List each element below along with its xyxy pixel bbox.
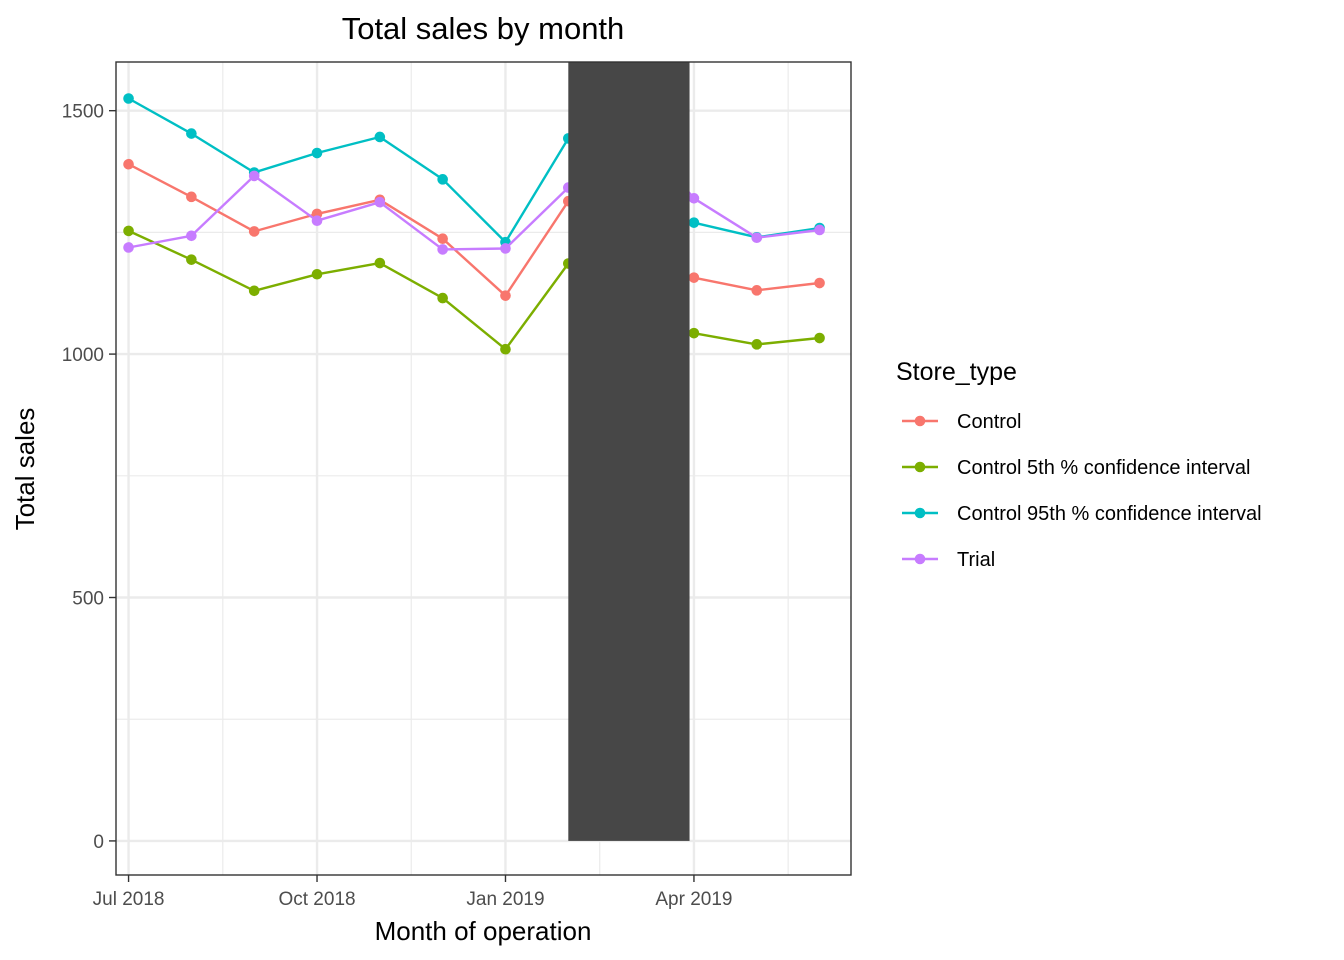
x-axis-title: Month of operation <box>375 916 592 946</box>
legend-key-point <box>914 553 926 565</box>
data-point <box>123 225 134 237</box>
series-line-4 <box>128 124 820 251</box>
y-tick-label: 0 <box>93 832 104 853</box>
data-point <box>814 277 825 289</box>
legend-label: Control 95th % confidence interval <box>957 503 1262 525</box>
data-point <box>688 272 700 283</box>
data-point <box>186 191 197 203</box>
y-tick-label: 1000 <box>62 345 104 366</box>
data-point <box>751 232 763 244</box>
data-point <box>814 332 825 344</box>
x-tick-label: Oct 2018 <box>278 889 355 910</box>
legend-label: Control <box>957 411 1021 433</box>
data-point <box>688 193 700 204</box>
series-line-1 <box>128 163 820 297</box>
data-point <box>311 147 323 159</box>
data-point <box>123 242 134 253</box>
data-point <box>751 339 763 350</box>
data-point <box>123 93 134 104</box>
data-point <box>186 254 197 265</box>
data-point <box>186 128 197 139</box>
data-point <box>437 292 448 304</box>
data-point <box>248 226 260 237</box>
data-point <box>688 217 700 228</box>
x-tick-label: Apr 2019 <box>655 889 732 910</box>
series-line-2 <box>128 229 820 351</box>
legend-key-point <box>914 415 926 427</box>
panel-border <box>115 61 852 876</box>
legend-key-point <box>914 507 926 519</box>
data-point <box>437 233 448 245</box>
series-line-3 <box>128 97 820 244</box>
y-axis: 0 500 1000 1500 <box>62 102 116 853</box>
data-point <box>186 230 197 242</box>
legend: Store_type Control Control 5th % confiden… <box>896 358 1262 571</box>
plot-panel <box>115 61 852 876</box>
x-axis: Jul 2018 Oct 2018 Jan 2019 Apr 2019 <box>93 875 733 910</box>
chart-title: Total sales by month <box>342 11 625 46</box>
data-point <box>437 174 448 185</box>
data-point <box>814 224 825 236</box>
legend-title: Store_type <box>896 358 1017 386</box>
data-point <box>311 268 323 280</box>
data-point <box>248 170 260 182</box>
data-point <box>374 131 386 143</box>
data-point <box>374 196 386 208</box>
y-axis-title: Total sales <box>10 408 40 531</box>
legend-key-point <box>914 461 926 473</box>
data-point <box>500 343 511 355</box>
data-point <box>123 158 134 170</box>
legend-label: Trial <box>957 549 995 571</box>
legend-label: Control 5th % confidence interval <box>957 457 1251 479</box>
data-point <box>374 257 386 269</box>
data-point <box>751 285 763 296</box>
data-point <box>248 285 260 297</box>
trial-period-band <box>568 62 690 841</box>
panel-background <box>116 62 851 875</box>
x-tick-label: Jan 2019 <box>466 889 544 910</box>
y-tick-label: 500 <box>72 589 104 610</box>
data-point <box>688 327 700 339</box>
x-tick-label: Jul 2018 <box>93 889 165 910</box>
data-point <box>311 215 323 227</box>
data-point <box>437 244 448 255</box>
y-tick-label: 1500 <box>62 102 104 123</box>
data-point <box>500 290 511 301</box>
data-point <box>500 243 511 254</box>
